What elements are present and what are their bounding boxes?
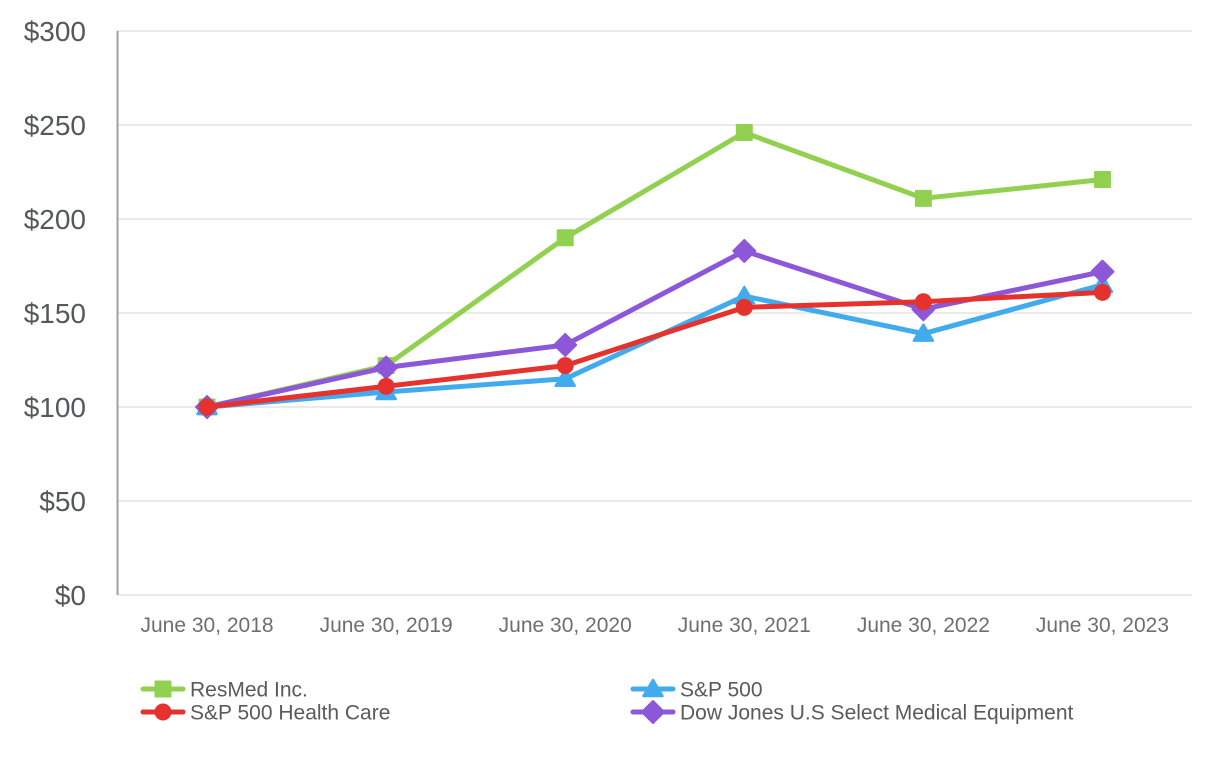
data-point-dow-jones-u-s-select-medical-equipment (732, 238, 757, 263)
data-point-s-p-500 (912, 323, 935, 342)
data-point-resmed-inc (556, 229, 574, 247)
data-point-s-p-500-health-care (914, 293, 932, 311)
data-point-dow-jones-u-s-select-medical-equipment (1090, 259, 1115, 284)
x-axis-label: June 30, 2022 (857, 614, 990, 637)
legend-marker-resmed-inc (154, 680, 172, 698)
y-axis-tick-label: $50 (39, 486, 86, 517)
legend-marker-s-p-500 (642, 678, 664, 698)
x-axis-label: June 30, 2019 (320, 614, 453, 637)
y-axis-tick-label: $0 (55, 580, 86, 611)
y-axis-tick-label: $150 (24, 298, 86, 329)
data-point-resmed-inc (914, 189, 932, 207)
series-line-s-p-500 (204, 282, 1105, 410)
legend-label-resmed-inc: ResMed Inc. (190, 679, 308, 702)
data-point-s-p-500-health-care (377, 377, 395, 395)
x-axis-label: June 30, 2018 (140, 614, 273, 637)
data-point-s-p-500 (554, 368, 576, 388)
y-axis-tick-label: $250 (24, 110, 86, 141)
series-line-resmed-inc (204, 130, 1105, 410)
data-point-resmed-inc (735, 124, 753, 142)
y-axis-tick-label: $200 (24, 204, 86, 235)
data-point-s-p-500-health-care (1093, 283, 1111, 301)
data-point-s-p-500-health-care (198, 398, 216, 416)
x-axis-label: June 30, 2021 (678, 614, 811, 637)
series-line-s-p-500-health-care (204, 289, 1105, 410)
y-axis-tick-label: $100 (24, 392, 86, 423)
legend-marker-dow-jones-u-s-select-medical-equipment (641, 700, 665, 724)
legend-label-s-p-500-health-care: S&P 500 Health Care (190, 702, 390, 725)
legend-label-s-p-500: S&P 500 (680, 679, 763, 702)
data-point-s-p-500-health-care (735, 298, 753, 316)
legend-marker-s-p-500-health-care (154, 703, 172, 721)
series-line-dow-jones-u-s-select-medical-equipment (204, 248, 1105, 410)
data-point-resmed-inc (1093, 171, 1111, 189)
data-point-s-p-500-health-care (556, 357, 574, 375)
legend-label-dow-jones-u-s-select-medical-equipment: Dow Jones U.S Select Medical Equipment (680, 702, 1074, 725)
y-axis-tick-label: $300 (24, 16, 86, 47)
data-point-dow-jones-u-s-select-medical-equipment (553, 332, 578, 357)
x-axis-label: June 30, 2020 (499, 614, 632, 637)
x-axis-label: June 30, 2023 (1036, 614, 1169, 637)
